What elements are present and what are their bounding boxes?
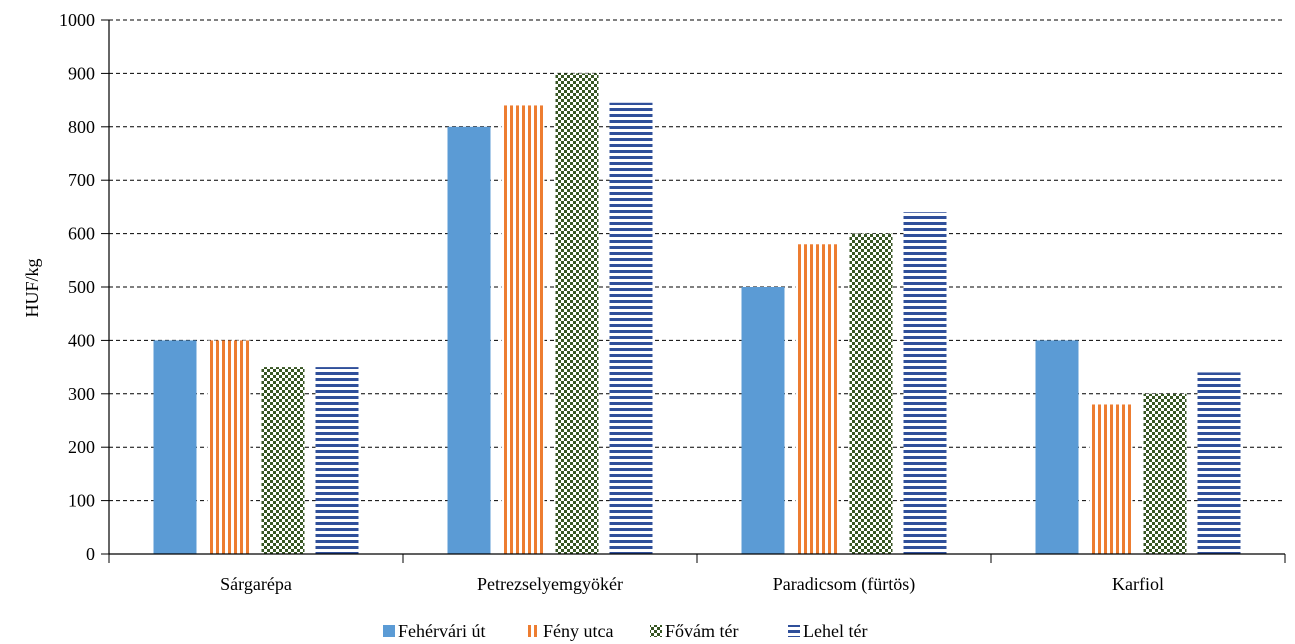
legend-item: Fővám tér <box>650 621 739 641</box>
bar <box>1144 394 1187 554</box>
legend-label: Fővám tér <box>665 621 739 641</box>
bar <box>1090 404 1133 554</box>
y-tick-label: 400 <box>68 330 95 350</box>
y-tick-label: 900 <box>68 63 95 83</box>
bar <box>850 234 893 554</box>
bar <box>556 73 599 554</box>
legend-item: Lehel tér <box>788 621 867 641</box>
bar <box>1198 372 1241 554</box>
legend-label: Fehérvári út <box>398 621 485 641</box>
legend-item: Fehérvári út <box>383 621 485 641</box>
bar <box>154 340 197 554</box>
legend-label: Fény utca <box>543 621 613 641</box>
x-tick-label: Karfiol <box>1112 574 1164 594</box>
bar <box>448 127 491 554</box>
y-tick-label: 500 <box>68 277 95 297</box>
bar <box>316 367 359 554</box>
bar <box>502 105 545 554</box>
bars <box>154 73 1241 554</box>
y-tick-label: 100 <box>68 491 95 511</box>
y-tick-label: 200 <box>68 437 95 457</box>
y-axis-label: HUF/kg <box>22 258 42 317</box>
x-tick-label: Sárgarépa <box>220 574 292 594</box>
legend-swatch <box>383 625 395 637</box>
bar <box>742 287 785 554</box>
y-tick-label: 700 <box>68 170 95 190</box>
legend-label: Lehel tér <box>803 621 867 641</box>
x-tick-labels: Sárgarépa Petrezselyemgyökér Paradicsom (f… <box>220 574 1164 595</box>
y-tick-label: 300 <box>68 384 95 404</box>
bar <box>1036 340 1079 554</box>
y-tick-label: 800 <box>68 117 95 137</box>
y-tick-labels: 0 100 200 300 400 500 600 700 800 900 1000 <box>59 10 95 564</box>
y-tick-label: 0 <box>86 544 95 564</box>
bar <box>904 212 947 554</box>
bar <box>610 103 653 554</box>
legend-swatch <box>788 625 800 637</box>
bar <box>208 340 251 554</box>
legend-swatch <box>528 625 540 637</box>
x-tick-label: Paradicsom (fürtös) <box>773 574 915 595</box>
y-tick-label: 600 <box>68 224 95 244</box>
legend-item: Fény utca <box>528 621 613 641</box>
legend: Fehérvári út Fény utca Fővám tér Lehel tér <box>383 621 867 641</box>
bar <box>796 244 839 554</box>
y-tick-label: 1000 <box>59 10 95 30</box>
x-tick-label: Petrezselyemgyökér <box>477 574 623 594</box>
bar <box>262 367 305 554</box>
legend-swatch <box>650 625 662 637</box>
